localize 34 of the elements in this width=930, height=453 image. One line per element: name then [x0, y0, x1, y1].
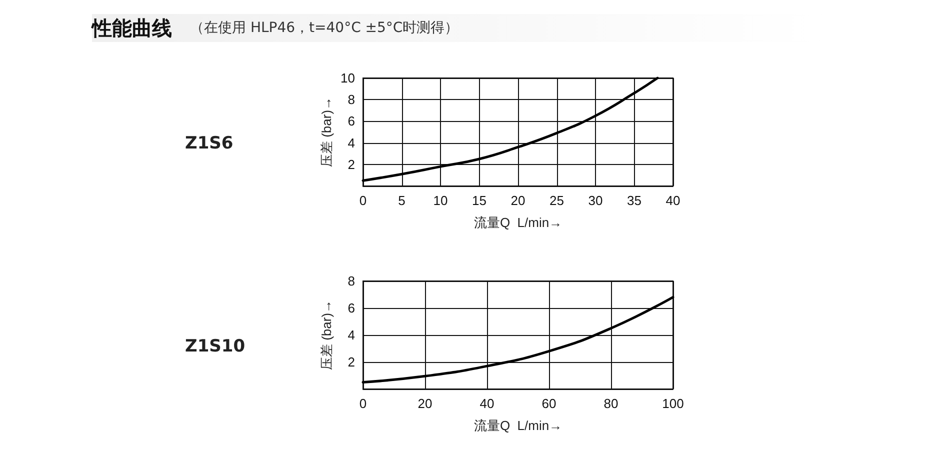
- x-tick-label: 40: [666, 193, 680, 208]
- x-axis-title: 流量Q L/min→: [474, 418, 562, 433]
- y-tick-label: 2: [348, 156, 355, 172]
- x-tick-label: 60: [542, 396, 556, 411]
- y-axis-title: 压差 (bar)→: [319, 300, 334, 370]
- x-tick-label: 80: [604, 396, 618, 411]
- x-axis-title: 流量Q L/min→: [474, 215, 562, 230]
- y-tick-label: 8: [348, 92, 355, 108]
- y-tick-label: 4: [348, 135, 355, 150]
- x-tick-label: 30: [588, 193, 603, 208]
- x-tick-label: 100: [662, 396, 684, 411]
- x-tick-label: 0: [359, 396, 367, 411]
- y-tick-label: 4: [348, 328, 355, 342]
- x-tick-label: 15: [472, 193, 486, 208]
- x-tick-label: 40: [480, 396, 494, 411]
- x-tick-label: 35: [627, 193, 642, 208]
- line-series: [362, 296, 674, 384]
- x-tick-label: 0: [359, 193, 367, 208]
- y-tick-label: 6: [348, 300, 355, 316]
- text: Z1S6: [185, 134, 234, 154]
- x-tick-label: 10: [433, 193, 448, 208]
- text: 性能曲线: [92, 14, 172, 42]
- y-tick-label: 8: [348, 274, 355, 288]
- y-tick-label: 6: [348, 114, 355, 129]
- text: （在使用 HLP46，t=40°C ±5°C时测得）: [190, 19, 459, 37]
- x-tick-label: 20: [418, 396, 432, 411]
- line-series: [362, 76, 659, 182]
- y-tick-label: 10: [340, 70, 355, 86]
- y-tick-label: 2: [348, 354, 355, 370]
- x-tick-label: 25: [550, 193, 564, 208]
- text: Z1S10: [185, 336, 246, 356]
- y-axis-title: 压差 (bar)→: [319, 96, 334, 168]
- x-tick-label: 5: [398, 193, 406, 208]
- x-tick-label: 20: [510, 193, 526, 208]
